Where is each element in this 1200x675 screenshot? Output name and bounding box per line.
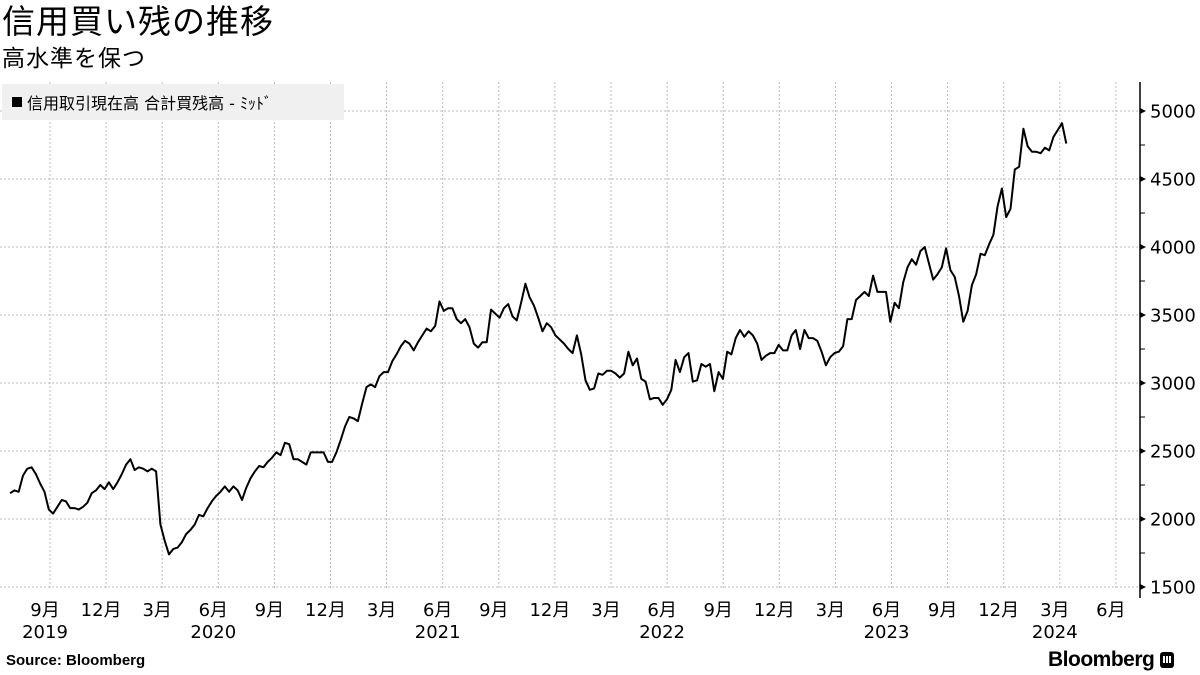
- x-tick-label: 9月: [30, 600, 60, 621]
- x-tick-label: 6月: [422, 600, 453, 621]
- x-tick-label: 12月: [305, 600, 346, 621]
- y-tick-label: 3000: [1150, 373, 1196, 395]
- x-year-label: 2022: [639, 622, 685, 643]
- x-tick-label: 6月: [871, 600, 902, 621]
- x-tick-label: 3月: [1040, 600, 1070, 621]
- x-year-label: 2020: [190, 622, 237, 643]
- x-tick-label: 12月: [978, 600, 1020, 621]
- y-tick-label: 3500: [1150, 305, 1196, 327]
- y-tick-label: 5000: [1150, 101, 1196, 123]
- y-tick-label: 1500: [1150, 577, 1196, 599]
- gridlines: [0, 82, 1140, 590]
- x-year-label: 2023: [863, 622, 910, 643]
- x-tick-label: 9月: [703, 600, 733, 621]
- x-year-label: 2024: [1031, 622, 1078, 643]
- x-tick-label: 9月: [254, 600, 285, 621]
- x-tick-label: 9月: [927, 600, 958, 621]
- chart-subtitle: 高水準を保つ: [2, 46, 146, 72]
- chart-title: 信用買い残の推移: [2, 2, 274, 41]
- y-tick-label: 4500: [1150, 169, 1196, 191]
- x-tick-label: 12月: [529, 600, 571, 621]
- y-tick-label: 2500: [1150, 441, 1196, 463]
- x-tick-label: 12月: [80, 600, 122, 621]
- legend-swatch: [12, 97, 22, 107]
- x-tick-label: 3月: [591, 600, 621, 621]
- y-axis: [1139, 82, 1146, 598]
- x-tick-label: 3月: [366, 600, 397, 621]
- x-year-label: 2019: [22, 622, 68, 643]
- x-tick-label: 6月: [198, 600, 229, 621]
- bloomberg-logo: Bloomberg: [1048, 648, 1175, 672]
- bloomberg-chart-icon: [1160, 652, 1175, 668]
- legend-label: 信用取引現在高 合計買残高 - ﾐｯﾄﾞ: [27, 94, 273, 113]
- x-tick-label: 12月: [753, 600, 795, 621]
- brand-text: Bloomberg: [1048, 648, 1155, 671]
- x-tick-label: 6月: [1096, 600, 1126, 621]
- x-tick-label: 3月: [815, 600, 846, 621]
- y-tick-label: 2000: [1150, 509, 1196, 531]
- x-year-label: 2021: [414, 622, 461, 643]
- source-note: Source: Bloomberg: [6, 652, 146, 669]
- y-tick-label: 4000: [1150, 237, 1196, 259]
- x-tick-label: 6月: [647, 600, 677, 621]
- x-tick-label: 9月: [479, 600, 509, 621]
- series-line: [9, 122, 1068, 556]
- legend: 信用取引現在高 合計買残高 - ﾐｯﾄﾞ: [2, 84, 344, 120]
- x-tick-label: 3月: [142, 600, 172, 621]
